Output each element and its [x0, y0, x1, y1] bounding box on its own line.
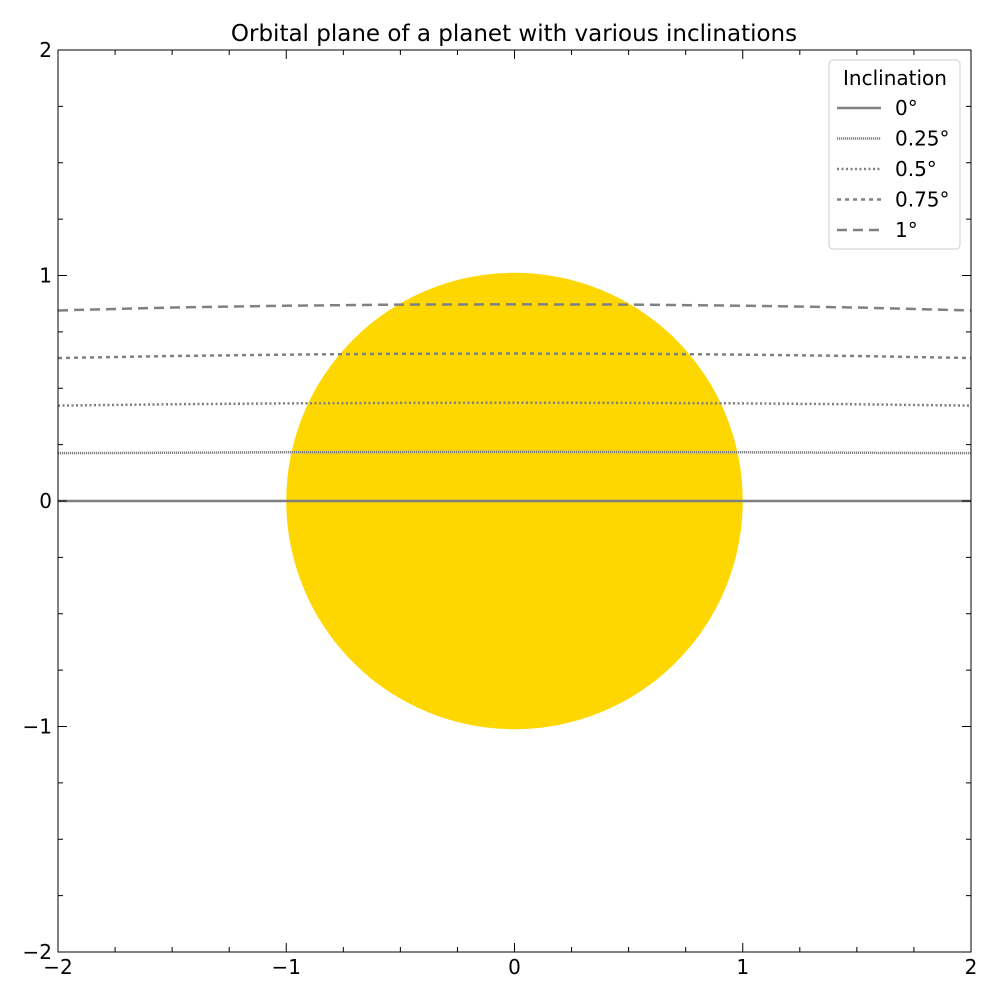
x-tick-label: 0 — [508, 955, 521, 979]
series-line-3 — [58, 352, 971, 360]
legend-label-4: 1° — [895, 218, 918, 242]
series-line-2 — [58, 401, 971, 407]
y-tick-label: −1 — [23, 715, 52, 739]
y-tick-label: 2 — [39, 38, 52, 62]
chart-title: Orbital plane of a planet with various i… — [231, 21, 797, 47]
plot-area — [58, 272, 971, 730]
x-tick-label: 1 — [736, 955, 749, 979]
series-layer — [58, 303, 971, 503]
legend-title: Inclination — [843, 66, 947, 90]
x-tick-label: 2 — [965, 955, 978, 979]
series-line-1 — [58, 450, 971, 455]
y-tick-label: −2 — [23, 940, 52, 964]
y-tick-label: 1 — [39, 264, 52, 288]
legend-label-0: 0° — [895, 96, 918, 120]
ticks-layer: −2 −1 0 1 2 −2 −1 0 1 2 — [23, 38, 978, 979]
x-tick-label: −2 — [43, 955, 72, 979]
legend-label-2: 0.5° — [895, 157, 937, 181]
y-tick-label: 0 — [39, 489, 52, 513]
legend: Inclination 0° 0.25° 0.5° 0.75° 1° — [828, 59, 961, 250]
series-line-4 — [58, 303, 971, 312]
legend-label-3: 0.75° — [895, 188, 950, 212]
legend-entries: 0° 0.25° 0.5° 0.75° 1° — [837, 96, 950, 242]
x-tick-label: −1 — [272, 955, 301, 979]
legend-label-1: 0.25° — [895, 127, 950, 151]
